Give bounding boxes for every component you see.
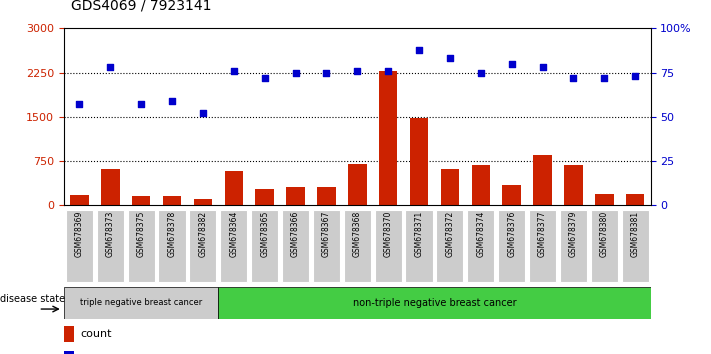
Text: GSM678379: GSM678379 bbox=[569, 211, 578, 257]
Point bbox=[166, 98, 178, 104]
FancyBboxPatch shape bbox=[159, 210, 186, 282]
Point bbox=[197, 110, 208, 116]
Bar bbox=[287, 187, 305, 205]
Text: GSM678377: GSM678377 bbox=[538, 211, 547, 257]
FancyBboxPatch shape bbox=[529, 210, 556, 282]
Bar bbox=[225, 171, 243, 205]
FancyBboxPatch shape bbox=[282, 210, 309, 282]
Bar bbox=[503, 185, 521, 205]
Point bbox=[352, 68, 363, 74]
Text: GSM678378: GSM678378 bbox=[168, 211, 176, 257]
FancyBboxPatch shape bbox=[467, 210, 494, 282]
FancyBboxPatch shape bbox=[498, 210, 525, 282]
Text: GSM678370: GSM678370 bbox=[384, 211, 392, 257]
Text: non-triple negative breast cancer: non-triple negative breast cancer bbox=[353, 298, 516, 308]
FancyBboxPatch shape bbox=[218, 287, 651, 319]
Text: GSM678369: GSM678369 bbox=[75, 211, 84, 257]
Text: GSM678365: GSM678365 bbox=[260, 211, 269, 257]
Bar bbox=[348, 164, 367, 205]
Bar bbox=[379, 71, 397, 205]
Text: GSM678372: GSM678372 bbox=[445, 211, 454, 257]
Bar bbox=[64, 326, 74, 342]
FancyBboxPatch shape bbox=[66, 210, 93, 282]
Point bbox=[567, 75, 579, 81]
FancyBboxPatch shape bbox=[189, 210, 217, 282]
Text: GSM678371: GSM678371 bbox=[415, 211, 424, 257]
Bar bbox=[317, 187, 336, 205]
Point bbox=[74, 102, 85, 107]
FancyBboxPatch shape bbox=[97, 210, 124, 282]
Bar bbox=[70, 195, 89, 205]
Point bbox=[599, 75, 610, 81]
Point bbox=[413, 47, 424, 52]
FancyBboxPatch shape bbox=[220, 210, 247, 282]
FancyBboxPatch shape bbox=[375, 210, 402, 282]
FancyBboxPatch shape bbox=[621, 210, 648, 282]
Text: triple negative breast cancer: triple negative breast cancer bbox=[80, 298, 203, 307]
FancyBboxPatch shape bbox=[560, 210, 587, 282]
FancyBboxPatch shape bbox=[64, 287, 218, 319]
Point bbox=[537, 64, 548, 70]
FancyBboxPatch shape bbox=[437, 210, 464, 282]
FancyBboxPatch shape bbox=[251, 210, 278, 282]
Text: GSM678374: GSM678374 bbox=[476, 211, 486, 257]
Bar bbox=[101, 169, 119, 205]
Point bbox=[444, 56, 456, 61]
Text: GSM678368: GSM678368 bbox=[353, 211, 362, 257]
Bar bbox=[533, 155, 552, 205]
Bar bbox=[595, 194, 614, 205]
Text: count: count bbox=[80, 329, 112, 339]
FancyBboxPatch shape bbox=[313, 210, 340, 282]
Point bbox=[228, 68, 240, 74]
FancyBboxPatch shape bbox=[343, 210, 371, 282]
Text: GSM678364: GSM678364 bbox=[229, 211, 238, 257]
Bar bbox=[255, 189, 274, 205]
Point bbox=[136, 102, 147, 107]
Text: GSM678375: GSM678375 bbox=[137, 211, 146, 257]
Bar bbox=[471, 165, 490, 205]
Point bbox=[475, 70, 486, 75]
Point bbox=[290, 70, 301, 75]
Point bbox=[321, 70, 332, 75]
FancyBboxPatch shape bbox=[405, 210, 432, 282]
Text: GSM678366: GSM678366 bbox=[291, 211, 300, 257]
Point bbox=[383, 68, 394, 74]
Text: GSM678380: GSM678380 bbox=[600, 211, 609, 257]
Point bbox=[105, 64, 116, 70]
Text: GSM678373: GSM678373 bbox=[106, 211, 114, 257]
Point bbox=[259, 75, 270, 81]
Bar bbox=[132, 195, 151, 205]
Text: GDS4069 / 7923141: GDS4069 / 7923141 bbox=[71, 0, 212, 12]
Bar bbox=[64, 351, 74, 354]
Point bbox=[629, 73, 641, 79]
FancyBboxPatch shape bbox=[591, 210, 618, 282]
Bar bbox=[163, 196, 181, 205]
Text: GSM678367: GSM678367 bbox=[322, 211, 331, 257]
Text: GSM678376: GSM678376 bbox=[507, 211, 516, 257]
Text: disease state: disease state bbox=[0, 295, 65, 304]
Bar bbox=[564, 165, 582, 205]
Bar bbox=[441, 169, 459, 205]
Bar bbox=[626, 194, 644, 205]
Bar bbox=[193, 199, 212, 205]
Text: GSM678382: GSM678382 bbox=[198, 211, 208, 257]
Point bbox=[506, 61, 518, 67]
FancyBboxPatch shape bbox=[127, 210, 155, 282]
Text: GSM678381: GSM678381 bbox=[631, 211, 640, 257]
Bar bbox=[410, 118, 428, 205]
